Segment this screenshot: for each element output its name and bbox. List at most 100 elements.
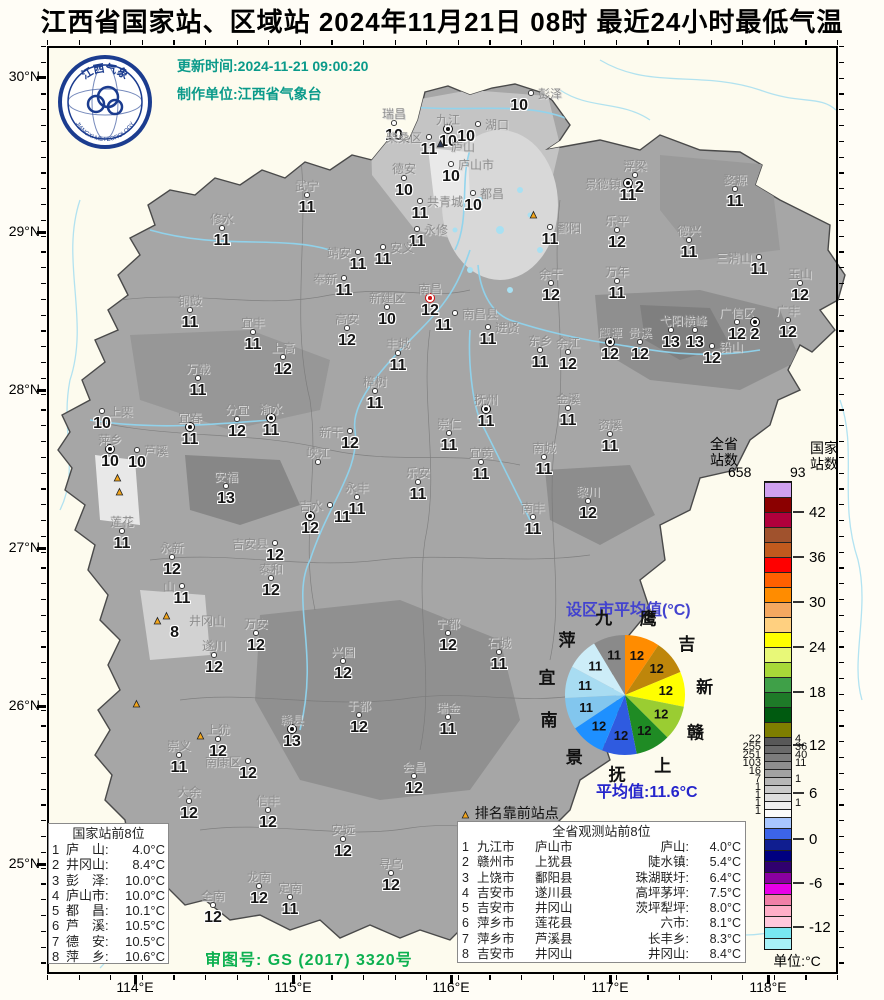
colorbar-row: 103 11 [743, 757, 806, 769]
lat-minor-tick [41, 930, 46, 932]
lat-minor-tick [41, 662, 46, 664]
station-marker [341, 275, 347, 281]
lat-major-tick [37, 388, 46, 392]
station-temperature: 11 [409, 486, 427, 503]
lon-axis-label: 118°E [749, 979, 787, 995]
station-temperature: 11 [472, 466, 490, 483]
station-temperature: 10 [395, 182, 413, 199]
rank-cell: 5 [462, 901, 469, 916]
station-marker [415, 479, 421, 485]
lat-minor-tick [839, 330, 844, 332]
table-row: 3 彭 泽: 10.0°C [52, 873, 165, 888]
station-name: 全南 [200, 889, 226, 903]
colorbar-right-header: 国家 站数 [810, 440, 838, 472]
lat-minor-tick [41, 899, 46, 901]
station-temperature: 12 [239, 765, 257, 782]
colorbar-row [765, 662, 791, 677]
lat-minor-tick [839, 899, 844, 901]
station-name: 东乡 [527, 334, 553, 348]
pie-slice-value: 12 [637, 723, 651, 738]
station-temperature: 11 [170, 759, 188, 776]
station-marker [445, 714, 451, 720]
lon-minor-tick [457, 975, 459, 980]
station-temperature: 10 [93, 415, 111, 432]
colorbar-right-count: 1 [795, 773, 802, 785]
colorbar-left-count: 1 [754, 781, 761, 793]
station-name: 柴桑区 [385, 131, 422, 145]
station-temperature: 12 [631, 346, 649, 363]
lat-minor-tick [839, 504, 844, 506]
station-marker [565, 349, 571, 355]
lat-minor-tick [839, 472, 844, 474]
station-marker [179, 583, 185, 589]
station-temperature: 11 [439, 721, 457, 738]
county-cell: 井冈山 [535, 947, 573, 962]
station-name: 崇仁 [436, 417, 462, 431]
lat-minor-tick [839, 267, 844, 269]
station-name: 宜黄 [468, 446, 494, 460]
colorbar-left-count: 7 [754, 773, 761, 785]
station-temperature: 11 [619, 187, 637, 204]
station-name: 余江 [555, 336, 581, 350]
station-name: 龙南 [246, 870, 272, 884]
temp-cell: 4.0°C [132, 842, 165, 857]
station-name: 浮梁 [622, 159, 648, 173]
station-name: 上犹 [205, 723, 231, 737]
station-marker [340, 836, 346, 842]
colorbar-row [765, 894, 791, 905]
station-name: 信丰 [255, 794, 281, 808]
lat-axis-label: 26°N [8, 697, 40, 713]
lat-minor-tick [41, 915, 46, 917]
station-temperature: 11 [348, 501, 366, 518]
station-marker [470, 190, 476, 196]
map-frame [47, 46, 838, 974]
station-temperature: 12 [259, 814, 277, 831]
colorbar-row: 1 [755, 805, 791, 817]
lat-minor-tick [41, 441, 46, 443]
ranked-station-triangle-icon: ▲ [161, 610, 173, 622]
lon-major-tick [449, 975, 453, 984]
lat-major-tick [37, 546, 46, 550]
station-name: 贵溪 [627, 326, 653, 340]
colorbar-tick-label: 18 [809, 684, 826, 701]
station-name: 兴国 [330, 645, 356, 659]
station-name: 遂川 [201, 639, 227, 653]
pie-slice [575, 695, 625, 751]
lat-minor-tick [839, 962, 844, 964]
lat-minor-tick [839, 520, 844, 522]
station-temperature: 10 [101, 453, 119, 470]
colorbar-tick-label: 6 [809, 785, 818, 802]
lat-minor-tick [839, 741, 844, 743]
station-temperature: 13 [686, 334, 704, 351]
station-marker [176, 752, 182, 758]
lon-minor-tick [837, 40, 839, 45]
station-temperature: 12 [180, 805, 198, 822]
lat-minor-tick [839, 441, 844, 443]
colorbar-row: 255 36 [743, 741, 807, 753]
station-marker [734, 319, 740, 325]
station-marker [446, 430, 452, 436]
table-row: 6 萍乡市 莲花县 六市: 8.1°C [462, 916, 741, 931]
station-temperature: 11 [435, 317, 452, 334]
rank-cell: 5 [52, 903, 60, 919]
lat-minor-tick [839, 61, 844, 63]
colorbar-tick-dash [793, 792, 804, 794]
rank-cell: 2 [52, 857, 60, 873]
lat-minor-tick [41, 425, 46, 427]
station-name: 大余 [176, 785, 202, 799]
pie-slice-value: 12 [649, 661, 663, 676]
station-marker [537, 347, 543, 353]
station-marker-dot [108, 447, 112, 451]
lon-minor-tick [236, 975, 238, 980]
lat-minor-tick [839, 488, 844, 490]
colorbar-tick-dash [793, 882, 804, 884]
station-temperature: 2 [750, 326, 760, 343]
lon-major-tick [608, 975, 612, 984]
city-cell: 赣州市 [477, 855, 515, 870]
pie-slice-label: 南 [541, 710, 558, 730]
station-marker [709, 343, 715, 349]
lon-minor-tick [489, 975, 491, 980]
station-name: 永丰 [344, 481, 370, 495]
